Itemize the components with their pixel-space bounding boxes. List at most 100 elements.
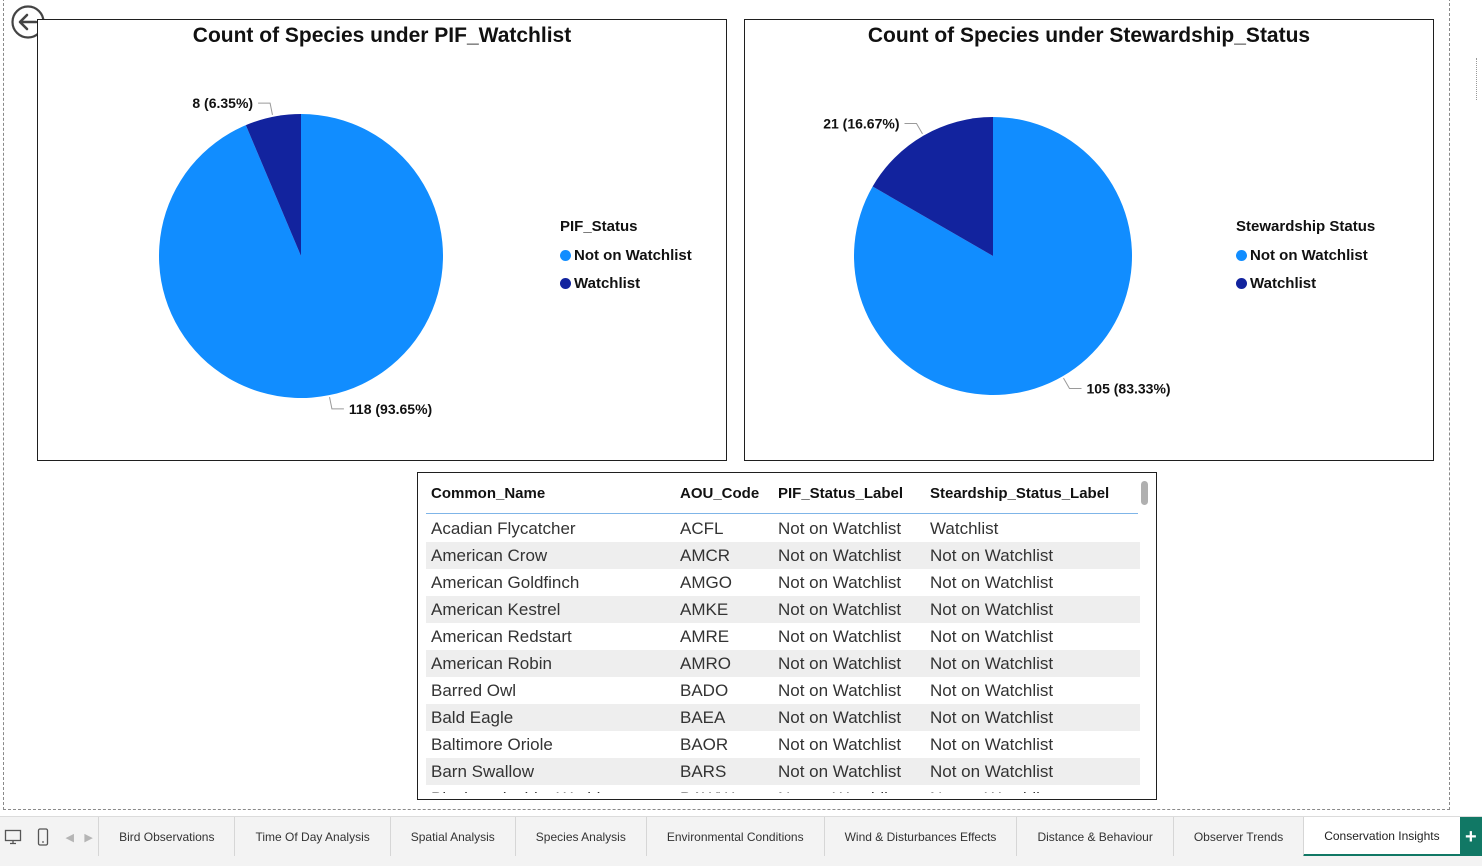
table-cell: AMRE	[680, 626, 730, 646]
page-tab-bar: ◀ ▶ Bird Observations Time Of Day Analysi…	[0, 816, 1482, 857]
table-cell: BAWW	[675, 789, 773, 794]
table-cell: BAOR	[680, 734, 729, 754]
chart-legend: Stewardship Status Not on Watchlist Watc…	[1236, 218, 1375, 297]
table-cell: Not on Watchlist	[778, 572, 902, 592]
table-cell: Not on Watchlist	[930, 761, 1054, 781]
pie-slice-not-on-watchlist[interactable]	[158, 114, 443, 398]
tab-distance-behaviour[interactable]: Distance & Behaviour	[1016, 817, 1173, 857]
add-page-button[interactable]: +	[1459, 817, 1482, 857]
leader-line	[1063, 377, 1082, 390]
table-row[interactable]: American Redstart AMRE Not on Watchlist Not…	[426, 623, 1140, 650]
table-header: Common_Name AOU_Code PIF_Status_Label St…	[426, 473, 1138, 514]
legend-dot-icon	[560, 249, 571, 261]
mobile-view-icon[interactable]	[26, 817, 60, 857]
scroll-right-icon[interactable]: ▶	[84, 831, 93, 844]
column-header-pif-status[interactable]: PIF_Status_Label	[778, 484, 904, 502]
table-scrollbar[interactable]	[1141, 481, 1148, 505]
table-row[interactable]: American Goldfinch AMGO Not on Watchlist No…	[426, 569, 1140, 596]
table-cell: American Redstart	[431, 626, 572, 646]
column-header-stewardship-status[interactable]: Steardship_Status_Label	[930, 484, 1110, 502]
legend-title: Stewardship Status	[1236, 218, 1376, 235]
canvas-edge-marker	[1476, 58, 1479, 100]
legend-item-watchlist[interactable]: Watchlist	[1236, 269, 1375, 297]
tab-species-analysis[interactable]: Species Analysis	[514, 817, 646, 857]
legend-label: Not on Watchlist	[1250, 246, 1368, 264]
table-body: Acadian Flycatcher ACFL Not on Watchlist Wa…	[426, 515, 1140, 793]
leader-line	[258, 102, 273, 115]
table-row[interactable]: Barn Swallow BARS Not on Watchlist Not on W…	[426, 758, 1140, 785]
table-cell: Not on Watchlist	[773, 789, 925, 794]
chart-title: Count of Species under Stewardship_Statu…	[867, 24, 1311, 47]
status-bar	[0, 856, 1482, 866]
tab-wind-disturbances-effects[interactable]: Wind & Disturbances Effects	[823, 817, 1017, 857]
table-cell: BAEA	[680, 707, 726, 727]
legend-item-not-on-watchlist[interactable]: Not on Watchlist	[560, 241, 692, 269]
scroll-left-icon[interactable]: ◀	[65, 831, 74, 844]
pie-plot: 118 (93.65%) 8 (6.35%)	[158, 95, 443, 417]
table-cell: American Crow	[431, 545, 548, 565]
legend-item-not-on-watchlist[interactable]: Not on Watchlist	[1236, 241, 1375, 269]
table-row[interactable]: Black-and-white WarblerBAWWNot on Watchl…	[426, 785, 1140, 794]
table-row[interactable]: American Robin AMRO Not on Watchlist Not on…	[426, 650, 1140, 677]
tab-bird-observations[interactable]: Bird Observations	[98, 817, 235, 857]
table-row[interactable]: Baltimore Oriole BAOR Not on Watchlist Not …	[426, 731, 1140, 758]
table-cell: BARS	[680, 761, 727, 781]
table-cell: Not on Watchlist	[930, 626, 1054, 646]
pie-slice-watchlist[interactable]	[245, 114, 301, 256]
tab-spatial-analysis[interactable]: Spatial Analysis	[389, 817, 515, 857]
table-cell: Not on Watchlist	[930, 734, 1054, 754]
table-row[interactable]: Barred Owl BADO Not on Watchlist Not on Wat…	[426, 677, 1140, 704]
table-cell: Not on Watchlist	[778, 680, 902, 700]
table-cell: American Robin	[431, 653, 552, 673]
leader-line	[329, 397, 344, 410]
table-cell: Not on Watchlist	[778, 518, 902, 538]
legend-dot-icon	[1236, 277, 1247, 289]
table-cell: Bald Eagle	[431, 707, 514, 727]
table-row[interactable]: American Crow AMCR Not on Watchlist Not on …	[426, 542, 1140, 569]
legend-dot-icon	[560, 277, 571, 289]
legend-label: Not on Watchlist	[574, 246, 692, 264]
table-cell: Acadian Flycatcher	[431, 518, 576, 538]
pie-plot: 105 (83.33%) 21 (16.67%)	[823, 115, 1171, 397]
table-row[interactable]: Acadian Flycatcher ACFL Not on Watchlist Wa…	[426, 515, 1140, 542]
table-cell: Not on Watchlist	[930, 680, 1054, 700]
leader-line	[904, 122, 923, 135]
table-cell: Barn Swallow	[431, 761, 534, 781]
table-cell: Not on Watchlist	[778, 653, 902, 673]
table-cell: Baltimore Oriole	[431, 734, 553, 754]
legend-item-watchlist[interactable]: Watchlist	[560, 269, 692, 297]
table-row[interactable]: American Kestrel AMKE Not on Watchlist Not …	[426, 596, 1140, 623]
table-cell: Not on Watchlist	[930, 707, 1054, 727]
column-header-aou-code[interactable]: AOU_Code	[680, 484, 760, 502]
table-cell: BADO	[680, 680, 729, 700]
table-cell: Not on Watchlist	[778, 545, 902, 565]
column-header-common-name[interactable]: Common_Name	[431, 484, 546, 502]
legend-label: Watchlist	[1250, 274, 1317, 292]
data-label: 105 (83.33%)	[1087, 381, 1171, 397]
table-cell: Not on Watchlist	[930, 653, 1054, 673]
tab-time-of-day-analysis[interactable]: Time Of Day Analysis	[234, 817, 390, 857]
desktop-view-icon[interactable]	[0, 817, 26, 857]
table-cell: AMCR	[680, 545, 731, 565]
table-cell: American Kestrel	[431, 599, 561, 619]
table-cell: Not on Watchlist	[778, 734, 902, 754]
table-cell: Not on Watchlist	[778, 626, 902, 646]
table-cell: Black-and-white Warbler	[426, 789, 675, 794]
chart-title: Count of Species under PIF_Watchlist	[192, 24, 572, 47]
tab-observer-trends[interactable]: Observer Trends	[1172, 817, 1304, 857]
table-row[interactable]: Bald Eagle BAEA Not on Watchlist Not on Wat…	[426, 704, 1140, 731]
pif-watchlist-pie-chart[interactable]: Count of Species under PIF_Watchlist 118…	[37, 19, 727, 461]
species-status-table[interactable]: Common_Name AOU_Code PIF_Status_Label St…	[417, 472, 1157, 800]
legend-dot-icon	[1236, 249, 1247, 261]
table-cell: Not on Watchlist	[778, 707, 902, 727]
data-label: 118 (93.65%)	[349, 401, 432, 417]
table-cell: AMRO	[680, 653, 731, 673]
table-cell: ACFL	[680, 518, 724, 538]
pie-slice-watchlist[interactable]	[872, 117, 993, 256]
tab-environmental-conditions[interactable]: Environmental Conditions	[645, 817, 824, 857]
tab-conservation-insights[interactable]: Conservation Insights	[1303, 817, 1460, 857]
table-cell: Not on Watchlist	[925, 789, 1140, 794]
stewardship-status-pie-chart[interactable]: Count of Species under Stewardship_Statu…	[744, 19, 1434, 461]
table-cell: AMKE	[680, 599, 729, 619]
table-cell: Watchlist	[930, 518, 999, 538]
